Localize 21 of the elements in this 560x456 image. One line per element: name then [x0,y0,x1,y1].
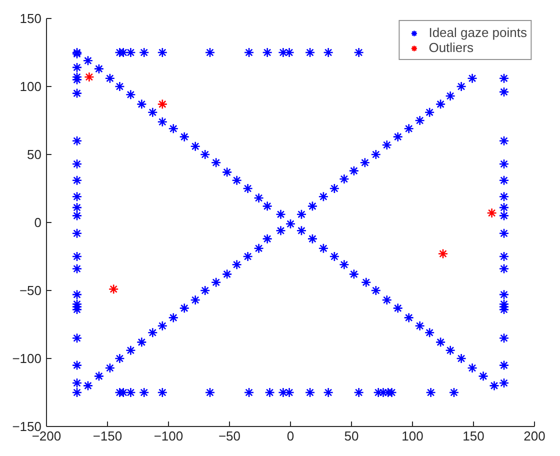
point [438,248,448,259]
y-tick-label: 100 [20,79,42,94]
x-tick-label: 150 [462,428,484,444]
x-tick-label: 0 [286,428,294,444]
y-tick-label: −100 [12,351,42,366]
x-tick-label: −50 [218,428,241,444]
point [108,284,119,294]
point [157,99,168,110]
legend-label: Outliers [428,40,474,55]
x-tick-label: 100 [402,428,424,444]
y-tick-label: 0 [34,215,42,230]
point [486,208,497,218]
legend-label: Ideal gaze points [428,25,527,40]
point [84,72,94,82]
y-tick-label: 50 [27,147,42,162]
x-tick-label: 200 [524,428,546,444]
y-tick-label: −50 [19,283,42,298]
x-tick-label: −150 [92,428,122,444]
x-tick-label: 50 [344,428,359,444]
x-tick-label: −100 [154,428,184,444]
y-tick-label: 150 [20,11,42,26]
